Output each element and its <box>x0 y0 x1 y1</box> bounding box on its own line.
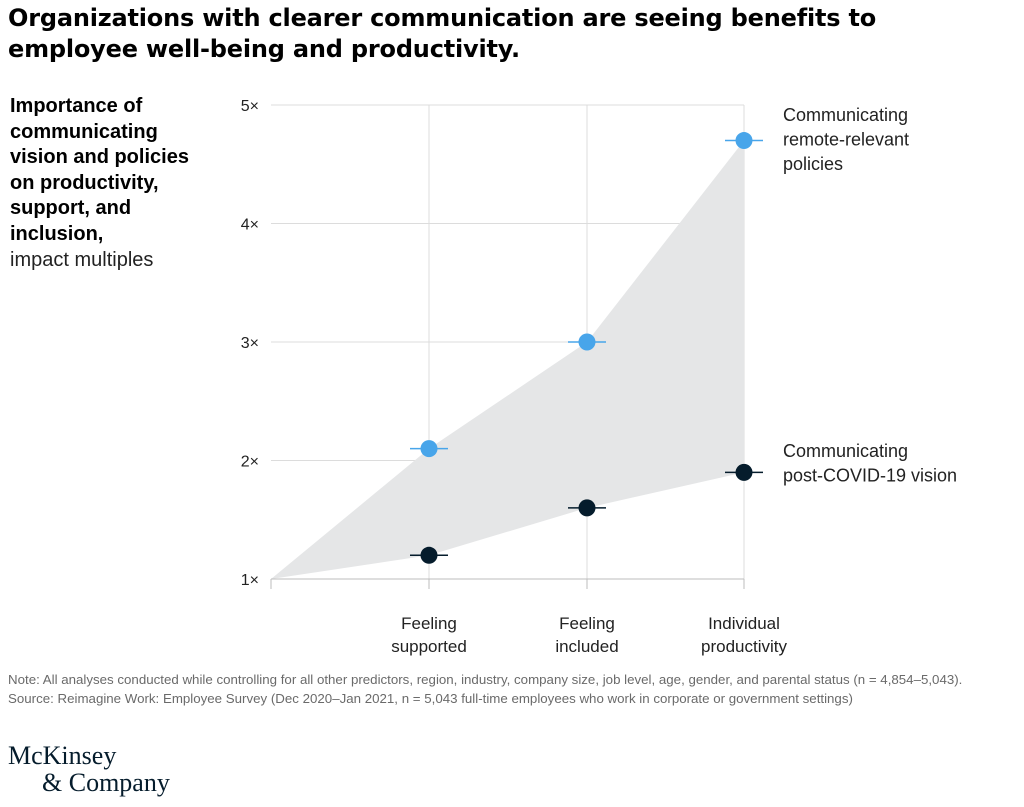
x-tick-label-line: Feeling <box>401 614 457 633</box>
mckinsey-logo: McKinsey & Company <box>8 740 208 805</box>
footnote: Note: All analyses conducted while contr… <box>8 670 1020 708</box>
x-tick-label-line: productivity <box>701 637 787 656</box>
source-text: Source: Reimagine Work: Employee Survey … <box>8 691 853 706</box>
y-axis-title: Importance of communicating vision and p… <box>10 95 189 245</box>
x-tick-label: Individual productivity <box>701 614 787 656</box>
series-label-line: post-COVID-19 vision <box>783 466 957 486</box>
x-tick-label-line: supported <box>391 637 467 656</box>
series-label-line: policies <box>783 154 843 174</box>
series-label-line: remote-relevant <box>783 130 909 150</box>
x-tick-label-line: Feeling <box>559 614 615 633</box>
y-axis-unit: impact multiples <box>10 248 154 271</box>
labels-layer: 1× 2× 3× 4× 5× Feeling supported Feeling include… <box>241 98 957 656</box>
data-point-vision <box>735 463 753 481</box>
band-layer <box>271 140 744 580</box>
series-label: Communicating post-COVID-19 vision <box>783 441 957 486</box>
data-point-vision <box>578 499 596 517</box>
data-point-policies <box>578 333 596 351</box>
axis-layer <box>270 578 745 589</box>
series-label-line: Communicating <box>783 441 908 461</box>
x-tick-label-line: included <box>555 637 618 656</box>
impact-band <box>271 140 744 580</box>
data-point-policies <box>735 132 753 150</box>
data-point-policies <box>420 440 438 458</box>
y-axis-description: Importance of communicating vision and p… <box>10 94 210 273</box>
x-tick-label: Feeling supported <box>391 614 467 656</box>
chart-title: Organizations with clearer communication… <box>8 4 877 63</box>
y-tick-label: 3× <box>241 335 259 352</box>
y-tick-label: 2× <box>241 454 259 471</box>
series-label: Communicating remote-relevant policies <box>783 105 909 174</box>
x-tick-label: Feeling included <box>555 614 618 656</box>
y-tick-label: 4× <box>241 217 259 234</box>
marks-layer <box>410 132 763 564</box>
note-text: Note: All analyses conducted while contr… <box>8 672 963 687</box>
x-tick-label-line: Individual <box>708 614 780 633</box>
logo-line-2: & Company <box>42 768 170 797</box>
series-label-line: Communicating <box>783 105 908 125</box>
data-point-vision <box>420 546 438 564</box>
logo-line-1: McKinsey <box>8 741 116 770</box>
y-tick-label: 5× <box>241 98 259 115</box>
y-tick-label: 1× <box>241 572 259 589</box>
